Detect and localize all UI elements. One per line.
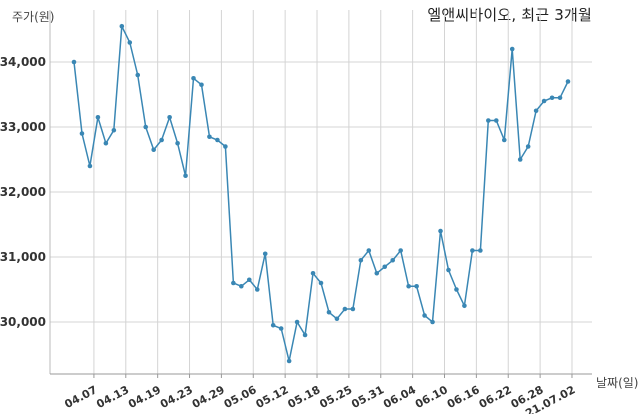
y-tick-label: 34,000: [0, 55, 46, 69]
data-point: [95, 114, 101, 120]
data-point: [207, 134, 212, 140]
data-point: [462, 303, 467, 309]
data-point: [127, 40, 133, 45]
data-point: [191, 75, 196, 81]
data-point: [382, 264, 388, 270]
data-point: [366, 248, 372, 253]
data-point: [199, 82, 204, 88]
data-point: [143, 124, 149, 130]
data-point: [525, 144, 531, 149]
data-point: [103, 140, 109, 146]
data-point: [231, 280, 236, 286]
data-point: [183, 173, 188, 179]
y-tick-label: 32,000: [0, 185, 46, 199]
x-tick-label: 04.19: [126, 383, 163, 411]
data-point: [446, 267, 451, 273]
data-point: [302, 332, 308, 338]
data-point: [159, 137, 164, 143]
data-point: [517, 157, 523, 162]
data-point: [478, 248, 483, 253]
data-point: [286, 358, 292, 364]
x-tick-label: 05.25: [317, 383, 354, 411]
x-tick-label: 04.29: [190, 383, 227, 411]
data-point: [87, 163, 93, 169]
data-point: [549, 95, 555, 101]
x-tick-label: 04.23: [158, 383, 195, 411]
data-point: [119, 23, 125, 29]
data-point: [151, 147, 156, 153]
data-point: [414, 283, 419, 289]
data-point: [326, 309, 332, 315]
data-point: [422, 313, 427, 318]
data-point: [223, 144, 228, 149]
data-point: [167, 114, 172, 120]
chart-title: 엘앤씨바이오, 최근 3개월: [427, 6, 592, 24]
data-point: [501, 137, 507, 143]
x-axis-label: 날짜(일): [596, 376, 639, 390]
data-point: [350, 306, 356, 312]
data-point: [71, 59, 77, 65]
data-point: [565, 79, 571, 84]
data-point: [406, 283, 411, 289]
data-point: [358, 257, 364, 263]
data-point: [79, 131, 85, 136]
x-tick-label: 04.13: [94, 383, 131, 411]
data-point: [509, 46, 515, 52]
data-point: [254, 287, 260, 292]
series-line: [73, 23, 569, 362]
data-point: [135, 72, 141, 78]
data-point: [374, 270, 380, 276]
x-tick-label: 06.04: [381, 383, 418, 411]
data-point: [278, 326, 284, 331]
data-point: [486, 118, 491, 123]
data-point: [294, 319, 300, 325]
data-point: [438, 228, 443, 234]
data-point: [318, 280, 324, 286]
data-point: [246, 277, 252, 283]
x-tick-label: 05.12: [254, 383, 291, 411]
y-tick-label: 30,000: [0, 315, 46, 329]
data-point: [493, 118, 499, 123]
data-point: [390, 257, 396, 263]
data-point: [430, 319, 435, 325]
data-point: [175, 140, 180, 146]
data-point: [215, 137, 220, 143]
data-point: [270, 322, 276, 328]
data-point: [262, 251, 268, 257]
data-point: [310, 270, 316, 276]
data-point: [454, 287, 459, 292]
x-tick-label: 06.22: [477, 383, 514, 411]
data-point: [557, 95, 563, 101]
data-point: [111, 127, 117, 133]
y-axis-label: 주가(원): [12, 10, 55, 24]
x-tick-label: 04.07: [63, 383, 100, 411]
data-point: [533, 108, 539, 114]
data-point: [398, 248, 403, 253]
data-point: [239, 283, 244, 289]
data-point: [470, 248, 475, 253]
data-point: [334, 316, 340, 322]
x-tick-label: 05.31: [349, 383, 386, 411]
x-tick-label: 06.16: [445, 383, 482, 411]
data-point: [541, 98, 547, 104]
x-tick-label: 05.06: [222, 383, 259, 411]
y-tick-label: 33,000: [0, 120, 46, 134]
x-tick-label: 06.10: [413, 383, 450, 411]
y-tick-label: 31,000: [0, 250, 46, 264]
data-point: [342, 306, 348, 312]
x-tick-label: 05.18: [286, 383, 323, 411]
